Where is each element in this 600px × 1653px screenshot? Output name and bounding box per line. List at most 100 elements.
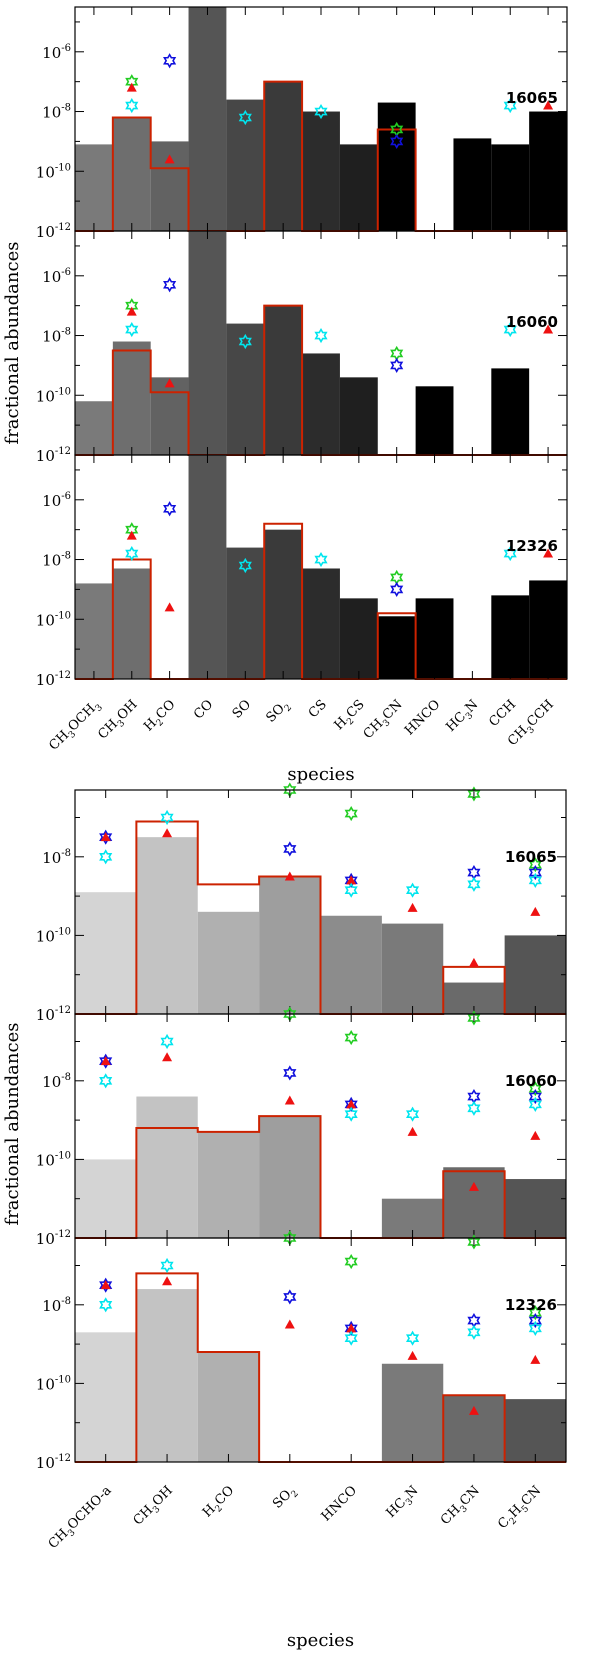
panel-frame (74, 1237, 567, 1463)
category-label: CH3OCH3 (46, 697, 105, 756)
blue-star-marker (163, 277, 177, 293)
cyan-star-marker (160, 1257, 174, 1274)
cyan-star-marker (467, 1100, 481, 1116)
bar (339, 598, 378, 679)
category-label: SO2 (270, 1483, 301, 1514)
category-label: SO2 (263, 697, 294, 728)
red-triangle-marker (468, 957, 479, 967)
cyan-star-marker (405, 1330, 420, 1346)
bar (302, 111, 340, 231)
blue-star-marker (467, 864, 481, 881)
model-outline (75, 820, 566, 1015)
red-triangle-marker (543, 100, 554, 110)
red-triangle-marker (126, 306, 137, 316)
cyan-star-marker (344, 882, 358, 898)
y-tick-label: 10-8 (42, 1296, 71, 1315)
cyan-star-marker (125, 97, 139, 114)
bar (415, 386, 454, 455)
bar (264, 529, 303, 679)
bar (197, 911, 260, 1014)
cyan-star-marker (238, 109, 252, 126)
cyan-star-marker (467, 1324, 481, 1340)
category-label: HC3N (384, 1483, 424, 1523)
red-triangle-marker (407, 1126, 418, 1136)
category-label: HNCO (402, 697, 443, 738)
cyan-star-marker (405, 1106, 420, 1122)
bar (377, 616, 416, 679)
blue-star-marker (283, 1289, 297, 1305)
cyan-star-marker (528, 1320, 542, 1336)
bar (75, 892, 137, 1014)
bar (491, 595, 530, 679)
cyan-star-marker (503, 97, 517, 114)
category-label: H2CO (141, 697, 180, 736)
red-triangle-marker (284, 1095, 295, 1105)
category-label: CH3OH (131, 1483, 178, 1530)
panel-label: 12326 (505, 1296, 557, 1314)
blue-star-marker (528, 864, 542, 881)
category-label: HC3N (443, 697, 483, 737)
bar (264, 305, 303, 455)
category-label: CH3OH (95, 697, 142, 744)
bar (302, 568, 340, 679)
y-tick-label: 10-8 (42, 551, 71, 570)
panel-label: 12326 (506, 537, 558, 555)
chart-top: 10-1210-1010-810-61606510-1210-1010-810-… (2, 6, 568, 785)
bar (339, 377, 378, 455)
bar (504, 935, 567, 1014)
y-tick-label: 10-10 (36, 1374, 71, 1393)
red-triangle-marker (530, 1354, 541, 1364)
cyan-star-marker (125, 545, 139, 562)
y-tick-label: 10-8 (42, 327, 71, 346)
green-star-marker (344, 1253, 358, 1270)
x-axis-title: species (287, 1630, 354, 1651)
green-star-marker (467, 1010, 481, 1026)
blue-star-marker (283, 841, 297, 857)
y-tick-label: 10-10 (36, 610, 71, 629)
bar (197, 1131, 260, 1238)
cyan-star-marker (344, 1330, 358, 1346)
green-star-marker (344, 1029, 358, 1046)
y-tick-label: 10-8 (42, 103, 71, 122)
green-star-marker (528, 1305, 542, 1321)
y-tick-label: 10-12 (36, 670, 71, 689)
category-label: CO (191, 697, 216, 722)
bar (112, 341, 151, 455)
bar (529, 580, 567, 679)
bar (339, 144, 378, 231)
red-triangle-marker (284, 1319, 295, 1329)
y-tick-label: 10-8 (42, 848, 71, 867)
green-star-marker (528, 857, 542, 873)
y-tick-label: 10-12 (36, 1229, 71, 1248)
bar (443, 1167, 505, 1238)
green-star-marker (467, 786, 481, 802)
bar (381, 923, 444, 1014)
blue-star-marker (163, 501, 177, 517)
blue-star-marker (390, 357, 404, 373)
panel-16060: 10-12 10-10 10-8 10-6 16060 (36, 230, 568, 465)
blue-star-marker (528, 1088, 542, 1105)
bar (443, 1395, 505, 1462)
bar (75, 401, 113, 455)
y-tick-label: 10-6 (42, 267, 71, 286)
bar (226, 323, 265, 455)
y-tick-label: 10-10 (36, 386, 71, 405)
blue-star-marker (344, 872, 358, 888)
red-triangle-marker (346, 1099, 357, 1109)
blue-star-marker (344, 1096, 358, 1112)
cyan-star-marker (99, 1073, 113, 1089)
blue-star-marker (163, 53, 177, 69)
cyan-star-marker (405, 882, 420, 898)
panel-12326: 10-12 10-10 10-8 10-6 12326 (36, 454, 568, 689)
y-tick-label: 10-12 (36, 1005, 71, 1024)
y-tick-label: 10-6 (42, 491, 71, 510)
bar (504, 1399, 567, 1462)
red-triangle-marker (468, 1181, 479, 1191)
blue-star-marker (467, 1312, 481, 1329)
bar (264, 81, 303, 231)
bar (75, 583, 113, 679)
red-triangle-marker (543, 324, 554, 334)
cyan-star-marker (528, 1096, 542, 1112)
blue-star-marker (528, 1312, 542, 1329)
